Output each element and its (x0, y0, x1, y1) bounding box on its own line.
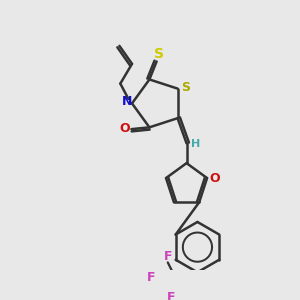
Text: F: F (164, 250, 172, 262)
Text: S: S (154, 47, 164, 61)
Text: F: F (147, 271, 156, 284)
Text: H: H (191, 139, 200, 149)
Text: O: O (120, 122, 130, 135)
Text: O: O (210, 172, 220, 185)
Text: F: F (167, 291, 176, 300)
Text: S: S (181, 81, 190, 94)
Text: N: N (122, 95, 132, 108)
